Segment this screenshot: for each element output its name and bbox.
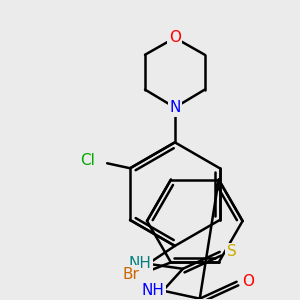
Text: O: O — [243, 274, 255, 289]
Text: N: N — [169, 100, 181, 115]
Text: NH: NH — [142, 283, 164, 298]
Text: NH: NH — [129, 256, 152, 271]
Text: Cl: Cl — [80, 153, 95, 168]
Text: O: O — [169, 30, 181, 45]
Text: Br: Br — [123, 267, 140, 282]
Text: S: S — [227, 244, 236, 260]
